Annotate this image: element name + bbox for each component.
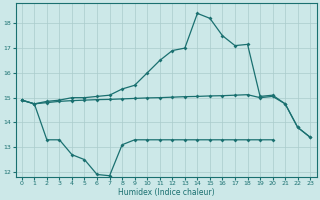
X-axis label: Humidex (Indice chaleur): Humidex (Indice chaleur) xyxy=(118,188,214,197)
